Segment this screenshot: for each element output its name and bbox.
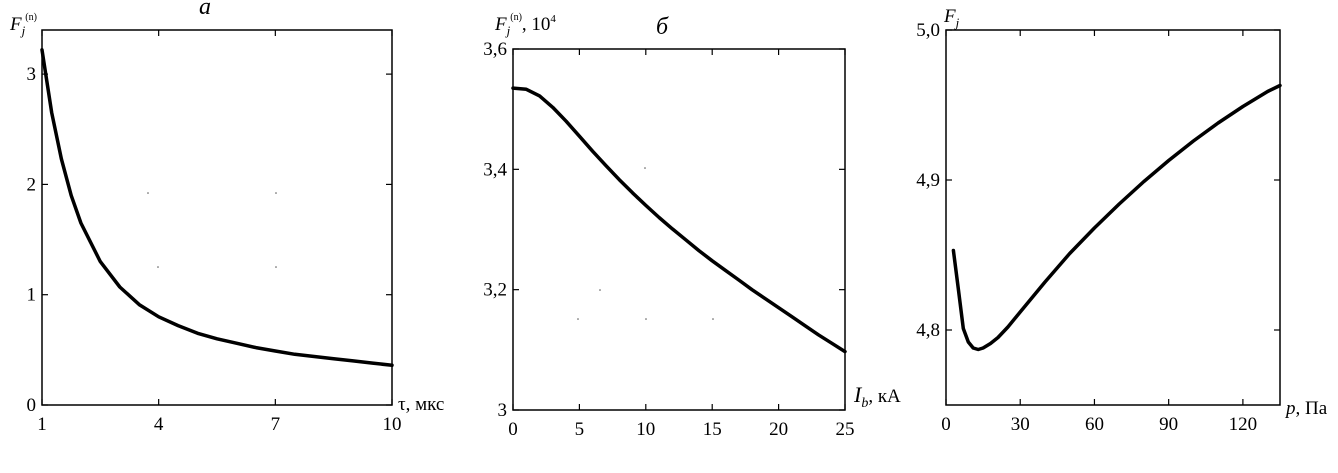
y-tick-label: 3,2 <box>483 280 507 301</box>
y-tick-label: 4,9 <box>916 170 940 191</box>
panel-b-xlabel-unit: , кА <box>868 386 901 407</box>
x-tick-label: 20 <box>769 419 788 440</box>
panel-b-xlabel: Ib, кА <box>853 382 901 411</box>
y-tick-label: 2 <box>27 174 37 195</box>
panel-b-ylabel: Fj(n), 104 <box>494 12 556 38</box>
panel-a-grid-dots <box>147 192 277 268</box>
panel-b-xlabel-sub: b <box>861 396 868 411</box>
panel-c-xlabel: p, Па <box>1284 398 1328 419</box>
panel-b-ylabel-main: F <box>494 14 507 35</box>
grid-dot <box>644 167 646 169</box>
panel-c-xlabel-unit: , Па <box>1296 398 1328 419</box>
grid-dot <box>275 266 277 268</box>
panel-a-xlabel-unit: , мкс <box>406 394 445 415</box>
x-tick-label: 30 <box>1011 414 1030 435</box>
y-tick-label: 0 <box>27 395 37 416</box>
panel-b-ylabel-sup: (n) <box>510 12 522 23</box>
panel-c-frame <box>945 29 1281 406</box>
grid-dot <box>275 192 277 194</box>
panel-a-title: а <box>199 0 211 20</box>
grid-dot <box>577 318 579 320</box>
panel-b-title: б <box>656 14 669 40</box>
panel-a-curve <box>40 48 394 368</box>
panel-a-xlabel: τ, мкс <box>398 394 444 415</box>
panel-c-ticks: 0 30 60 90 120 4,8 4,9 5,0 <box>916 20 1280 435</box>
x-tick-label: 15 <box>703 419 722 440</box>
x-tick-label: 7 <box>271 414 281 435</box>
y-tick-label: 3 <box>27 64 37 85</box>
y-tick-label: 4,8 <box>916 320 940 341</box>
y-tick-label: 5,0 <box>916 20 940 41</box>
panel-a-ylabel-sup: (n) <box>25 12 37 23</box>
x-tick-label: 0 <box>508 419 518 440</box>
panel-b: б Fj(n), 104 Ib, кА 0 5 10 15 20 25 3 3,2 3,4 3,6 <box>483 12 901 440</box>
panel-a-ylabel-main: F <box>9 14 22 35</box>
y-tick-label: 3,6 <box>483 39 507 60</box>
panel-b-grid-dots <box>577 167 714 320</box>
panel-b-ylabel-sub: j <box>505 23 511 38</box>
x-tick-label: 1 <box>37 414 47 435</box>
panel-c-ylabel-main: F <box>943 6 956 27</box>
panel-c: Fj p, Па 0 30 60 90 120 4,8 4,9 5,0 <box>916 6 1327 435</box>
x-tick-label: 10 <box>636 419 655 440</box>
panel-a-ylabel-sub: j <box>20 23 26 38</box>
x-tick-label: 10 <box>383 414 402 435</box>
y-tick-label: 3,4 <box>483 159 507 180</box>
panel-b-ylabel-suffix: , 10 <box>522 14 551 35</box>
panel-b-curve <box>511 86 847 354</box>
grid-dot <box>599 289 601 291</box>
panel-a-xlabel-var: τ <box>398 394 406 415</box>
x-tick-label: 25 <box>836 419 855 440</box>
grid-dot <box>712 318 714 320</box>
panel-b-ticks: 0 5 10 15 20 25 3 3,2 3,4 3,6 <box>483 39 854 440</box>
grid-dot <box>157 266 159 268</box>
x-tick-label: 5 <box>575 419 585 440</box>
x-tick-label: 4 <box>154 414 164 435</box>
panel-a-frame <box>41 29 393 406</box>
panel-b-xlabel-var: I <box>853 382 863 407</box>
x-tick-label: 120 <box>1229 414 1258 435</box>
panel-b-ylabel-suffix-sup: 4 <box>550 13 556 25</box>
grid-dot <box>645 318 647 320</box>
x-tick-label: 60 <box>1085 414 1104 435</box>
panel-b-frame <box>512 48 846 411</box>
panel-c-ylabel: Fj <box>943 6 960 30</box>
x-tick-label: 0 <box>941 414 951 435</box>
panel-a-ylabel: Fj(n) <box>9 12 37 38</box>
panel-c-ylabel-sub: j <box>954 15 960 30</box>
y-tick-label: 3 <box>498 400 508 421</box>
x-tick-label: 90 <box>1159 414 1178 435</box>
y-tick-label: 1 <box>27 285 37 306</box>
panel-c-curve <box>951 83 1282 352</box>
panel-c-xlabel-var: p <box>1284 398 1296 419</box>
grid-dot <box>147 192 149 194</box>
